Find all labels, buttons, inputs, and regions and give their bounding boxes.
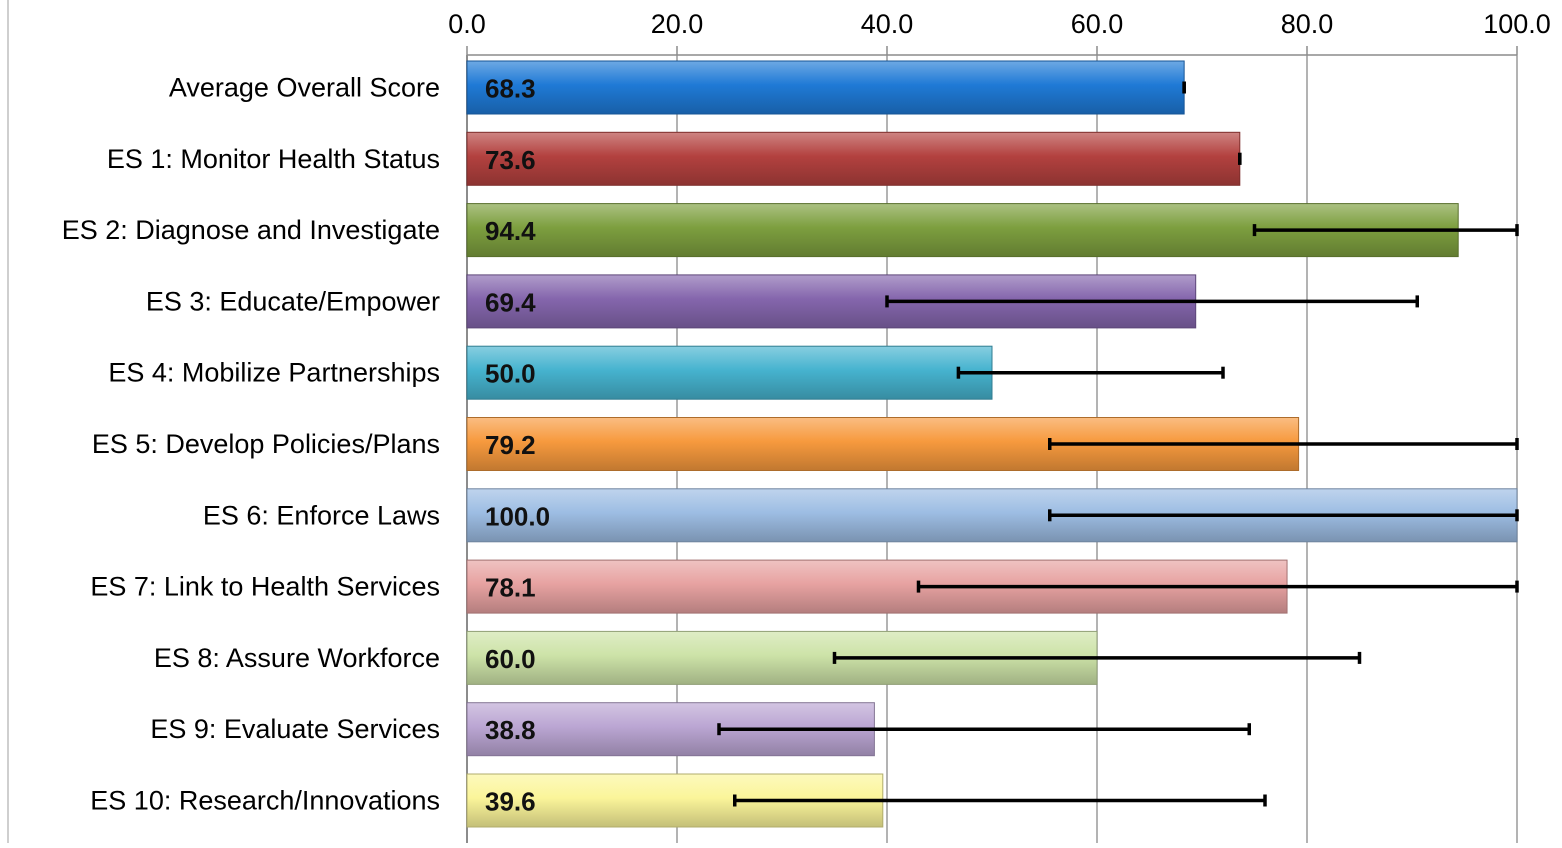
x-tick-label: 40.0 bbox=[861, 9, 914, 39]
category-label: ES 8: Assure Workforce bbox=[154, 643, 440, 673]
bar-value-label: 69.4 bbox=[485, 287, 536, 317]
category-label: ES 3: Educate/Empower bbox=[146, 286, 440, 316]
category-label: ES 6: Enforce Laws bbox=[203, 500, 440, 530]
x-tick-label: 20.0 bbox=[651, 9, 704, 39]
bar bbox=[466, 345, 993, 400]
bar-value-label: 60.0 bbox=[485, 644, 536, 674]
bar-value-label: 38.8 bbox=[485, 715, 536, 745]
bar bbox=[466, 60, 1185, 115]
category-label: ES 2: Diagnose and Investigate bbox=[62, 215, 440, 245]
category-label: ES 4: Mobilize Partnerships bbox=[108, 358, 440, 388]
bar-value-label: 68.3 bbox=[485, 74, 536, 104]
bar-value-label: 39.6 bbox=[485, 787, 536, 817]
category-label: ES 7: Link to Health Services bbox=[90, 572, 440, 602]
category-label: ES 1: Monitor Health Status bbox=[107, 144, 440, 174]
category-label: ES 10: Research/Innovations bbox=[90, 786, 440, 816]
bar-value-label: 79.2 bbox=[485, 430, 536, 460]
bar-value-label: 73.6 bbox=[485, 145, 536, 175]
x-tick-label: 80.0 bbox=[1281, 9, 1334, 39]
bar-value-label: 78.1 bbox=[485, 573, 536, 603]
category-label: Average Overall Score bbox=[169, 73, 440, 103]
x-tick-label: 60.0 bbox=[1071, 9, 1124, 39]
x-tick-label: 100.0 bbox=[1483, 9, 1551, 39]
bar bbox=[466, 131, 1241, 186]
category-label: ES 9: Evaluate Services bbox=[150, 714, 440, 744]
bar-value-label: 50.0 bbox=[485, 359, 536, 389]
bar-value-label: 100.0 bbox=[485, 501, 550, 531]
x-tick-label: 0.0 bbox=[448, 9, 486, 39]
category-label: ES 5: Develop Policies/Plans bbox=[92, 429, 440, 459]
bar-value-label: 94.4 bbox=[485, 216, 536, 246]
